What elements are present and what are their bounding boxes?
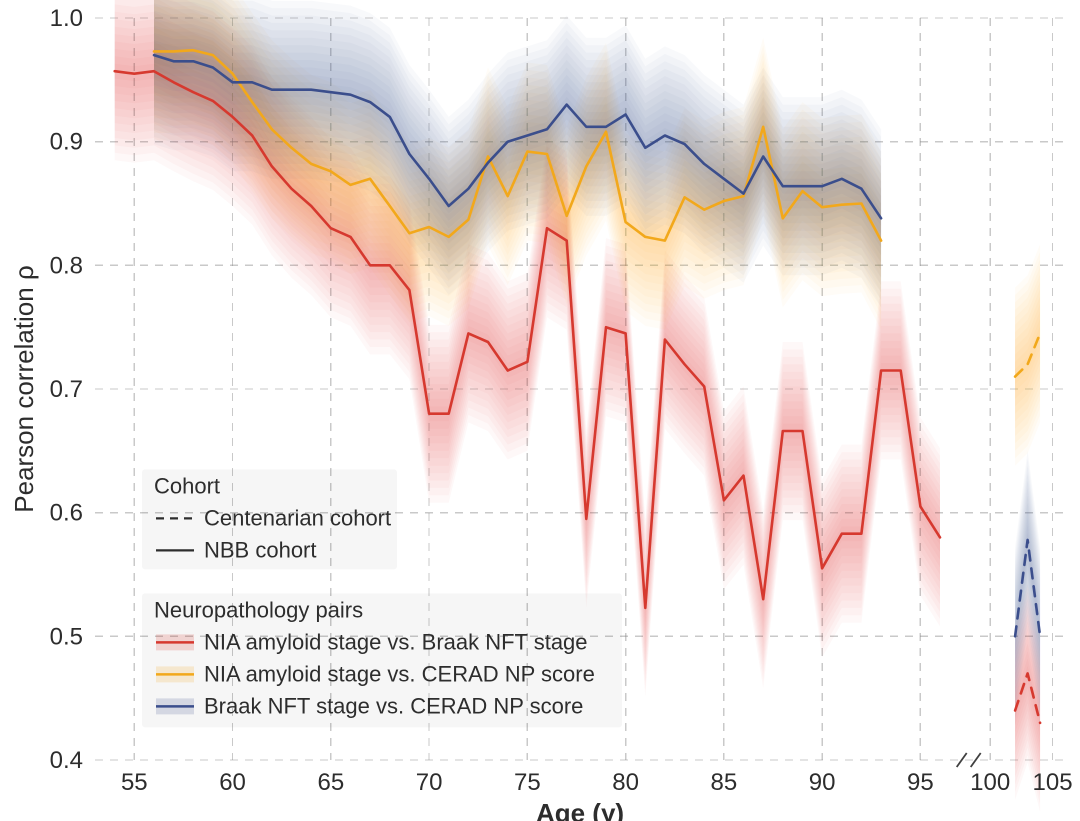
x-tick-label: 105 [1033, 769, 1073, 796]
legend: Cohort Centenarian cohort NBB cohort Neurop… [142, 469, 622, 727]
legend-pairs-item: NIA amyloid stage vs. CERAD NP score [204, 661, 595, 686]
legend-pairs-item: Braak NFT stage vs. CERAD NP score [204, 693, 583, 718]
legend-cohort-title: Cohort [154, 473, 220, 498]
y-tick-label: 0.8 [50, 252, 83, 279]
x-tick-label: 75 [514, 769, 541, 796]
x-tick-label: 60 [219, 769, 246, 796]
y-tick-label: 0.5 [50, 623, 83, 650]
x-tick-label: 80 [612, 769, 639, 796]
x-tick-label: 65 [317, 769, 344, 796]
legend-cohort-item: NBB cohort [204, 537, 317, 562]
correlation-trajectory-chart: 55 60 65 70 75 80 85 90 95 100 105 0.4 0.5 0.6 0.7 0.8 0… [0, 0, 1080, 821]
x-axis-label: Age (y) [536, 798, 624, 821]
legend-pairs-item: NIA amyloid stage vs. Braak NFT stage [204, 629, 588, 654]
x-tick-label: 90 [809, 769, 836, 796]
y-tick-label: 1.0 [50, 5, 83, 32]
y-tick-label: 0.7 [50, 376, 83, 403]
x-tick-label: 55 [121, 769, 148, 796]
chart-wrapper: 55 60 65 70 75 80 85 90 95 100 105 0.4 0.5 0.6 0.7 0.8 0… [0, 0, 1080, 821]
legend-pairs-title: Neuropathology pairs [154, 597, 363, 622]
y-tick-label: 0.4 [50, 747, 83, 774]
x-tick-label: 85 [711, 769, 738, 796]
y-tick-label: 0.6 [50, 500, 83, 527]
x-tick-label: 70 [416, 769, 443, 796]
x-tick-label: 95 [907, 769, 934, 796]
y-axis-label: Pearson correlation ρ [9, 265, 39, 512]
x-tick-label: 100 [970, 769, 1010, 796]
legend-cohort-item: Centenarian cohort [204, 505, 391, 530]
y-tick-label: 0.9 [50, 129, 83, 156]
